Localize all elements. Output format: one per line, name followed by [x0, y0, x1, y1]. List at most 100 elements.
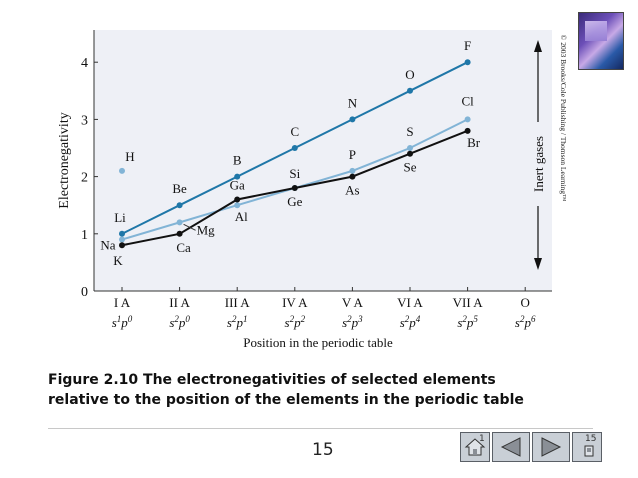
config-symbol: s [457, 315, 462, 330]
data-point [407, 145, 413, 151]
point-label: K [113, 253, 123, 268]
config-symbol: s [400, 315, 405, 330]
point-label: Ga [230, 177, 245, 192]
config-superscript: 1 [117, 314, 122, 324]
end-button-number: 15 [585, 434, 597, 444]
point-label: As [345, 183, 359, 198]
data-point [176, 219, 183, 226]
config-symbol: s [342, 315, 347, 330]
data-point [234, 173, 241, 180]
config-symbol: s [112, 315, 117, 330]
data-point [119, 236, 125, 243]
data-point [464, 127, 471, 134]
point-label: Li [114, 210, 126, 225]
config-symbol: s [169, 315, 174, 330]
config-superscript: 5 [473, 314, 478, 324]
y-tick-label: 1 [81, 228, 88, 243]
x-tick-label: I A [114, 295, 131, 310]
point-label: F [464, 38, 471, 53]
page-number: 15 [312, 440, 334, 460]
x-tick-label: V A [342, 295, 364, 310]
x-tick-label: IV A [282, 295, 308, 310]
config-superscript: 0 [185, 314, 190, 324]
end-icon [584, 445, 594, 457]
book-cover-thumbnail [578, 12, 624, 70]
config-symbol: p [408, 315, 416, 330]
x-tick-label: III A [225, 295, 251, 310]
electron-config-label: s2p0 [169, 314, 190, 330]
x-tick-label: II A [169, 295, 190, 310]
data-point [349, 167, 356, 174]
electron-config-label: s1p0 [112, 314, 133, 330]
slide-navigation: 1 15 [460, 432, 602, 462]
y-tick-label: 0 [81, 285, 88, 300]
x-tick-label: VI A [397, 295, 423, 310]
config-symbol: p [120, 315, 128, 330]
inert-gases-label-bg [530, 122, 546, 206]
figure-caption: Figure 2.10 The electronegativities of s… [48, 370, 608, 410]
previous-button[interactable] [492, 432, 530, 462]
config-symbol: p [523, 315, 531, 330]
data-point [119, 230, 125, 237]
inert-gases-label: Inert gases [531, 136, 546, 192]
label-pointer [183, 223, 196, 231]
point-label: N [348, 95, 358, 110]
config-superscript: 2 [290, 314, 295, 324]
config-symbol: p [466, 315, 474, 330]
electron-config-label: s2p5 [457, 314, 478, 330]
data-point [119, 167, 125, 174]
data-point [291, 185, 298, 192]
data-point [407, 150, 413, 157]
arrow-head-down-icon [534, 258, 542, 270]
y-tick-label: 2 [81, 171, 88, 186]
next-button[interactable] [532, 432, 570, 462]
config-superscript: 6 [531, 314, 536, 324]
point-label: Na [100, 238, 115, 253]
arrow-left-icon [500, 437, 521, 457]
point-label: C [290, 124, 299, 139]
config-symbol: s [227, 315, 232, 330]
point-label: Al [235, 209, 248, 224]
config-superscript: 2 [462, 314, 467, 324]
config-symbol: p [235, 315, 243, 330]
data-point [291, 145, 298, 151]
electron-config-label: s2p1 [227, 314, 248, 330]
footer-divider [48, 428, 593, 429]
config-superscript: 0 [128, 314, 133, 324]
point-label: Si [289, 166, 300, 181]
caption-line-1: Figure 2.10 The electronegativities of s… [48, 372, 496, 388]
data-point [119, 242, 125, 249]
end-button[interactable]: 15 [572, 432, 602, 462]
config-superscript: 4 [416, 314, 421, 324]
home-icon [464, 438, 486, 456]
data-point [176, 202, 183, 209]
point-label: B [233, 153, 242, 168]
point-label: P [349, 147, 356, 162]
point-label: Ca [176, 240, 191, 255]
point-label: H [125, 149, 134, 164]
config-symbol: p [178, 315, 186, 330]
home-button-number: 1 [479, 434, 485, 444]
point-label: O [405, 67, 414, 82]
x-tick-label: O [521, 295, 530, 310]
home-button[interactable]: 1 [460, 432, 490, 462]
data-point [234, 196, 241, 203]
data-point [234, 202, 241, 209]
electron-config-label: s2p2 [285, 314, 306, 330]
config-superscript: 2 [347, 314, 352, 324]
y-tick-label: 3 [81, 113, 88, 128]
y-tick-label: 4 [81, 56, 88, 71]
point-label: Cl [461, 93, 474, 108]
plot-background [94, 30, 552, 291]
config-superscript: 2 [520, 314, 525, 324]
point-label: Br [467, 135, 481, 150]
config-symbol: s [515, 315, 520, 330]
config-superscript: 3 [357, 314, 363, 324]
config-superscript: 2 [405, 314, 410, 324]
data-point [464, 116, 471, 123]
point-label: Be [172, 181, 187, 196]
config-superscript: 2 [174, 314, 179, 324]
config-symbol: p [293, 315, 301, 330]
arrow-head-up-icon [534, 40, 542, 52]
